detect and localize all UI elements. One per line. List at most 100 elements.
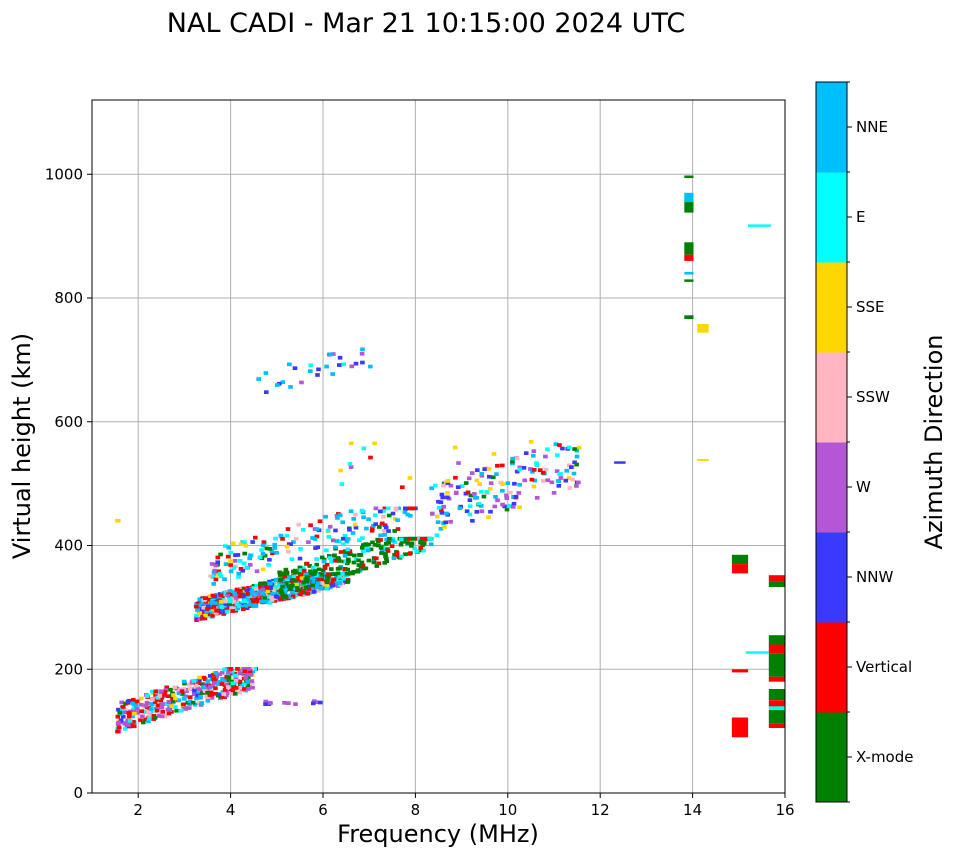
echo-point (382, 506, 388, 511)
echo-point (384, 556, 389, 561)
echo-point (297, 556, 303, 561)
echo-point (366, 542, 371, 547)
echo-point (566, 445, 572, 450)
colorbar-swatch (816, 82, 847, 173)
colorbar-swatch (816, 352, 847, 443)
echo-point (298, 547, 303, 551)
echo-point (382, 523, 388, 528)
echo-point (223, 562, 229, 566)
echo-point (146, 719, 151, 724)
echo-point (139, 696, 144, 701)
echo-point (159, 705, 165, 710)
echo-point (197, 611, 203, 615)
y-tick-label: 600 (54, 413, 83, 431)
echo-point (207, 674, 213, 678)
echo-point (173, 705, 178, 709)
echo-point (373, 522, 378, 526)
echo-point (209, 611, 214, 616)
echo-point (219, 682, 225, 686)
echo-point (327, 554, 332, 558)
echo-point (227, 601, 232, 606)
echo-point (271, 580, 276, 585)
echo-point (258, 585, 263, 590)
echo-point (150, 702, 155, 707)
echo-point (335, 571, 341, 576)
echo-point (145, 701, 150, 706)
echo-point (286, 549, 291, 554)
echo-point (126, 714, 132, 719)
echo-block (684, 272, 694, 275)
echo-point (381, 514, 386, 519)
echo-point (222, 577, 227, 582)
echo-point (218, 695, 224, 699)
echo-point (331, 577, 337, 582)
echo-point (345, 537, 351, 541)
echo-point (130, 714, 135, 719)
echo-point (143, 703, 149, 708)
echo-point (395, 518, 400, 522)
echo-point (370, 526, 375, 531)
echo-point (170, 696, 175, 701)
echo-point (270, 551, 275, 556)
echo-point (517, 505, 522, 510)
echo-point (545, 447, 550, 452)
echo-point (333, 580, 338, 585)
echo-point (245, 683, 251, 688)
echo-point (513, 494, 519, 499)
echo-point (209, 562, 215, 566)
echo-point (201, 605, 206, 610)
echo-point (479, 489, 484, 494)
echo-point (215, 608, 221, 613)
echo-point (208, 574, 213, 578)
echo-point (343, 579, 348, 583)
echo-point (218, 574, 224, 579)
echo-point (213, 577, 219, 582)
colorbar-tick-label: SSW (856, 388, 890, 406)
echo-point (224, 691, 230, 695)
echo-point (217, 680, 222, 684)
echo-point (150, 697, 155, 702)
echo-point (314, 562, 319, 567)
echo-point (418, 546, 423, 550)
echo-point (312, 579, 317, 584)
echo-block (768, 575, 785, 582)
echo-point (357, 538, 362, 543)
echo-point (197, 687, 202, 692)
echo-point (312, 571, 317, 576)
echo-point (531, 468, 537, 472)
echo-point (244, 566, 249, 570)
echo-point (308, 569, 313, 574)
echo-point (574, 484, 579, 488)
echo-point (441, 504, 446, 509)
echo-point (402, 510, 408, 515)
echo-point (202, 677, 208, 682)
echo-point (284, 582, 289, 586)
echo-point (130, 701, 136, 706)
echo-block (684, 254, 694, 261)
echo-point (116, 725, 122, 730)
echo-point (192, 702, 198, 707)
echo-block (731, 717, 749, 738)
echo-point (443, 520, 448, 525)
echo-point (363, 543, 369, 547)
echo-point (199, 701, 205, 705)
echo-point (262, 596, 267, 601)
echo-point (491, 452, 497, 456)
echo-block (697, 324, 709, 333)
colorbar-swatch (816, 712, 847, 803)
echo-point (145, 694, 150, 698)
echo-point (202, 689, 208, 693)
echo-point (182, 681, 187, 686)
echo-point (405, 541, 410, 545)
echo-point (396, 555, 402, 559)
echo-point (271, 588, 276, 593)
echo-point (475, 468, 480, 472)
echo-point (205, 698, 211, 703)
echo-point (296, 570, 302, 574)
echo-point (352, 553, 357, 558)
echo-point (333, 545, 338, 549)
echo-point (258, 582, 263, 586)
echo-point (438, 500, 444, 505)
echo-point (327, 524, 333, 529)
echo-point (347, 527, 352, 532)
